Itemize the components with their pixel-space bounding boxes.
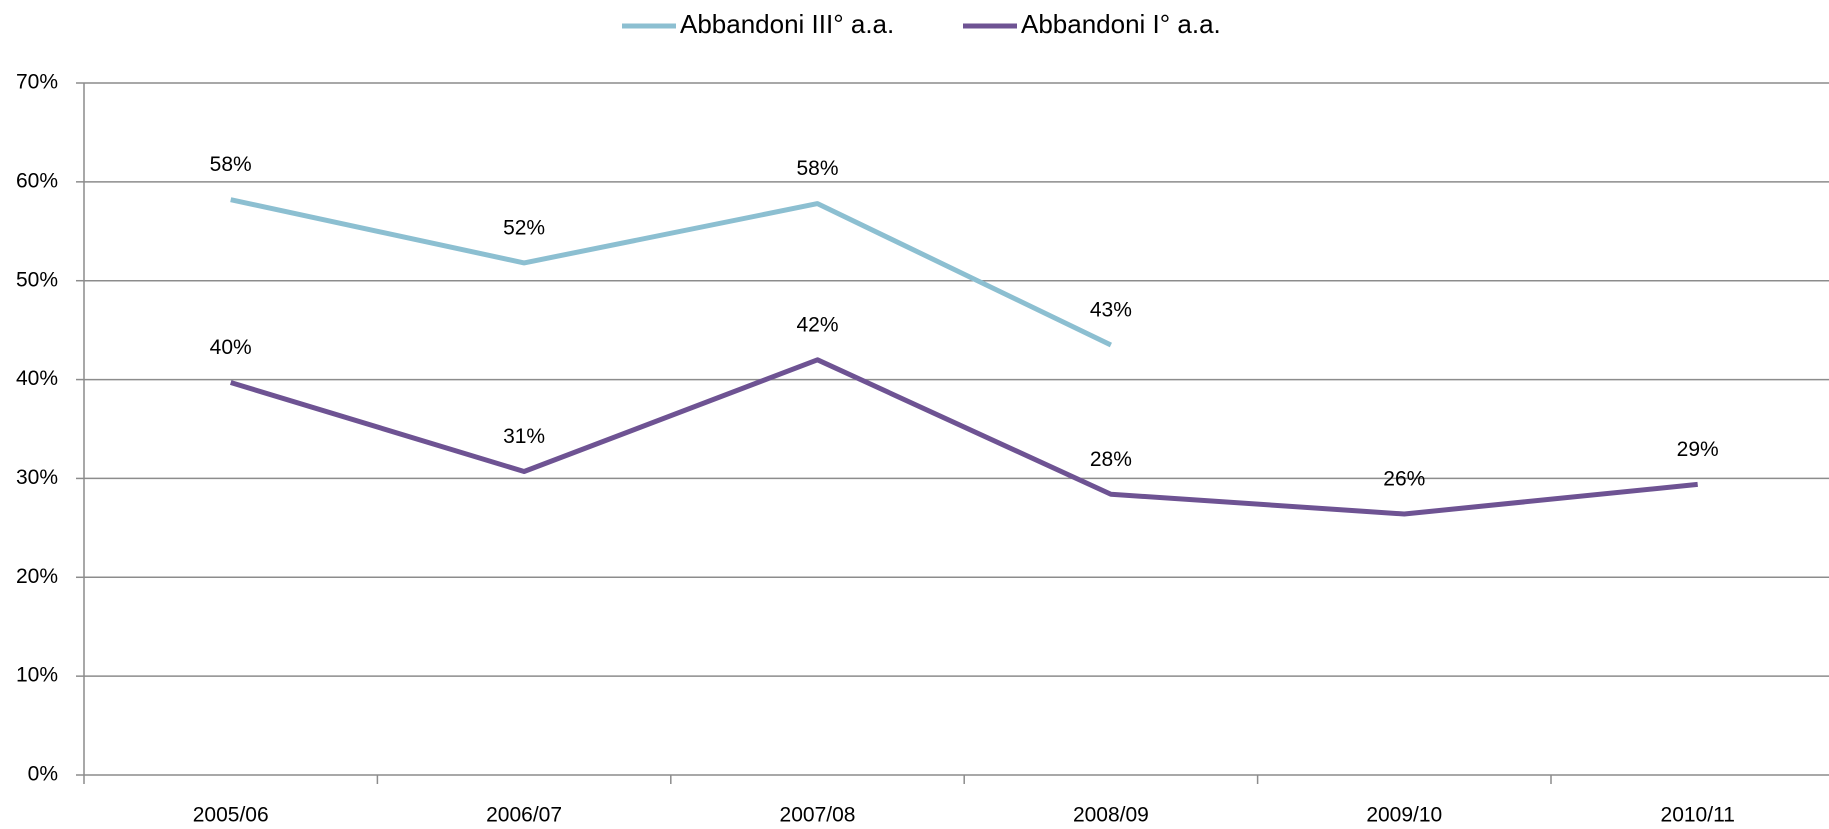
data-label: 52%: [503, 216, 545, 239]
y-tick-label: 0%: [28, 763, 58, 786]
x-tick-label: 2010/11: [1661, 804, 1735, 827]
y-tick-label: 30%: [16, 466, 58, 489]
data-label: 40%: [210, 336, 252, 359]
y-tick-label: 50%: [16, 268, 58, 291]
data-label: 31%: [503, 425, 545, 448]
data-label: 58%: [796, 157, 838, 180]
series-line: [230, 197, 1112, 348]
data-label: 29%: [1677, 438, 1719, 461]
data-label: 43%: [1090, 299, 1132, 322]
y-tick-label: 10%: [16, 664, 58, 687]
data-label: 26%: [1383, 468, 1425, 491]
x-tick-label: 2006/07: [486, 804, 562, 827]
legend-text: Abbandoni III° a.a.: [680, 9, 894, 39]
data-label: 58%: [210, 153, 252, 176]
y-tick-label: 70%: [16, 71, 58, 94]
x-tick-label: 2008/09: [1073, 804, 1149, 827]
legend-text: Abbandoni I° a.a.: [1021, 9, 1221, 39]
x-tick-label: 2009/10: [1366, 804, 1442, 827]
series-line: [229, 357, 1698, 517]
x-tick-label: 2005/06: [193, 804, 269, 827]
y-tick-label: 20%: [16, 565, 58, 588]
data-label: 42%: [796, 313, 838, 336]
y-tick-label: 60%: [16, 169, 58, 192]
data-label: 28%: [1090, 448, 1132, 471]
x-tick-label: 2007/08: [780, 804, 856, 827]
y-tick-label: 40%: [16, 367, 58, 390]
